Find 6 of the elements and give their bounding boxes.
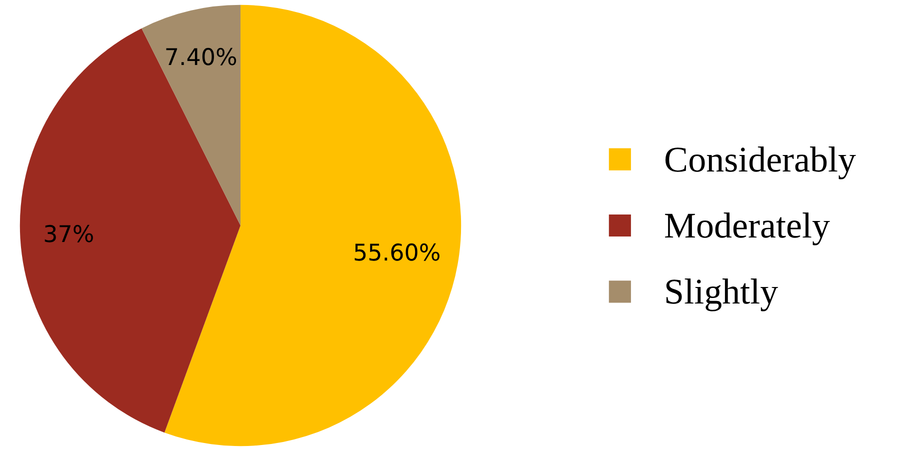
legend-label: Slightly xyxy=(664,272,778,312)
data-label: 37% xyxy=(43,222,94,248)
legend-label: Moderately xyxy=(664,206,830,246)
data-label: 55.60% xyxy=(353,240,441,266)
data-label: 7.40% xyxy=(164,45,238,72)
legend-label: Considerably xyxy=(664,139,856,180)
